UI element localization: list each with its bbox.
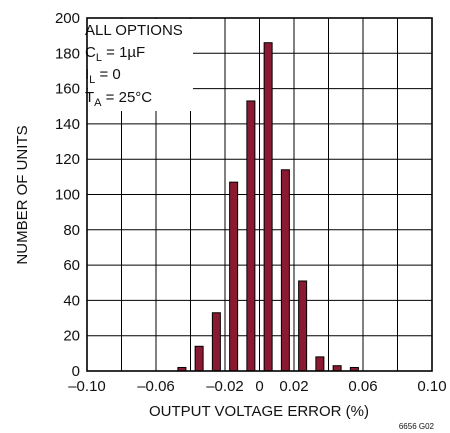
bars bbox=[177, 42, 359, 372]
x-tick-label: 0.02 bbox=[279, 378, 308, 395]
bar bbox=[315, 356, 325, 372]
y-tick-label: 120 bbox=[55, 151, 80, 168]
x-tick-label: 0 bbox=[255, 378, 263, 395]
x-tick-labels: –0.10 –0.06 –0.02 0 0.02 0.06 0.10 bbox=[68, 378, 446, 395]
x-axis-label: OUTPUT VOLTAGE ERROR (%) bbox=[149, 403, 369, 420]
bar bbox=[298, 280, 308, 372]
y-tick-label: 100 bbox=[55, 187, 80, 204]
y-tick-label: 60 bbox=[63, 257, 80, 274]
annotation-background bbox=[88, 19, 193, 111]
annotation-line-1: ALL OPTIONS bbox=[85, 22, 183, 39]
bar bbox=[211, 312, 221, 372]
y-tick-label: 40 bbox=[63, 292, 80, 309]
annotation-line-4: TA = 25°C bbox=[85, 89, 152, 109]
annotation-line-2: CL = 1µF bbox=[85, 44, 145, 64]
y-tick-label: 160 bbox=[55, 81, 80, 98]
y-tick-label: 80 bbox=[63, 222, 80, 239]
x-tick-label: –0.06 bbox=[137, 378, 175, 395]
y-tick-label: 180 bbox=[55, 45, 80, 62]
x-tick-label: –0.02 bbox=[206, 378, 244, 395]
y-tick-label: 140 bbox=[55, 116, 80, 133]
y-tick-label: 200 bbox=[55, 10, 80, 27]
x-tick-label: 0.06 bbox=[348, 378, 377, 395]
x-tick-label: 0.10 bbox=[417, 378, 446, 395]
bar bbox=[280, 169, 290, 372]
y-tick-labels: 0 20 40 60 80 100 120 140 160 180 200 bbox=[55, 10, 80, 380]
bar bbox=[194, 345, 204, 372]
bar bbox=[263, 42, 273, 372]
y-tick-label: 20 bbox=[63, 328, 80, 345]
plot-frame bbox=[86, 17, 433, 372]
bar bbox=[229, 181, 239, 372]
figure-id: 6656 G02 bbox=[399, 422, 435, 431]
y-tick-label: 0 bbox=[72, 363, 80, 380]
annotation-box: ALL OPTIONS CL = 1µF IL = 0 TA = 25°C bbox=[85, 19, 193, 111]
y-axis-label: NUMBER OF UNITS bbox=[14, 125, 31, 264]
x-tick-label: –0.10 bbox=[68, 378, 106, 395]
bar bbox=[246, 100, 256, 372]
